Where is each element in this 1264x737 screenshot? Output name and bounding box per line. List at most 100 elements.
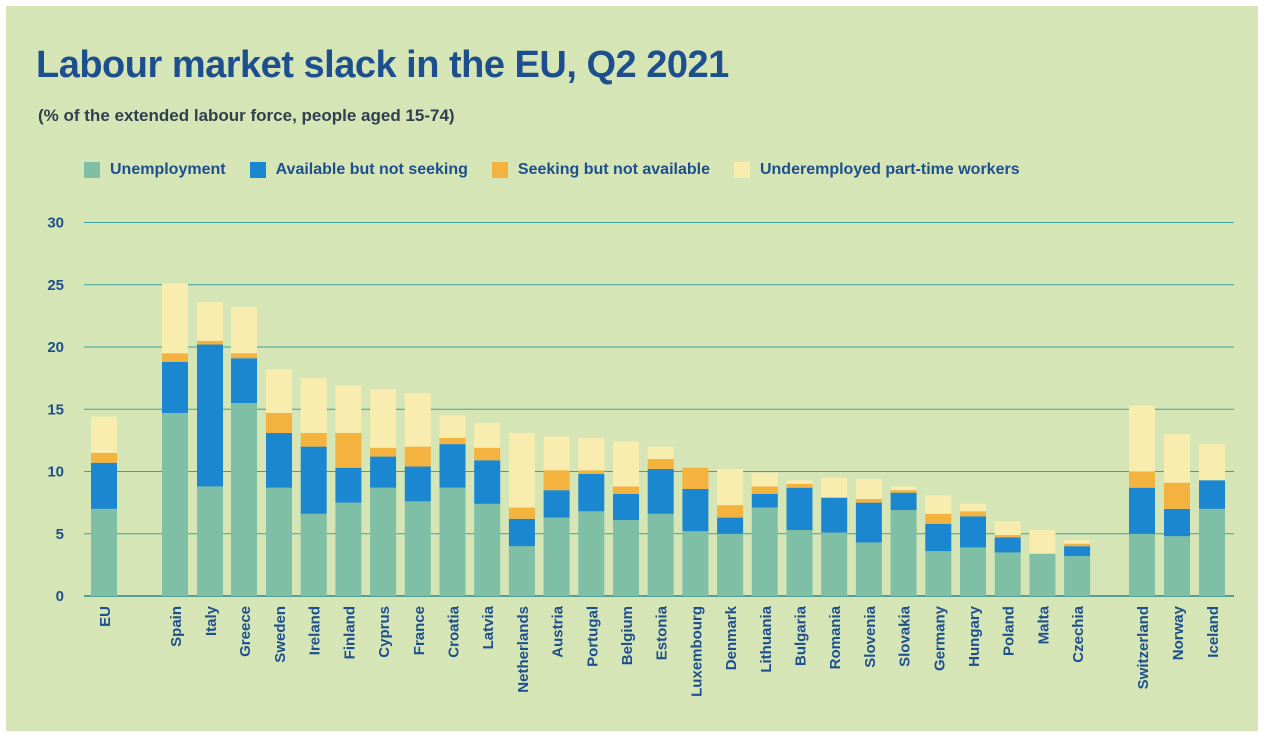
bar-segment-austria-0 [543,517,570,596]
bar-segment-iceland-1 [1199,480,1225,509]
legend-item-0: Unemployment [84,161,226,179]
bar-segment-iceland-3 [1199,444,1225,481]
bar-segment-ireland-0 [300,513,327,596]
x-tick-label: Cyprus [376,606,393,658]
bar-segment-poland-2 [994,534,1021,538]
bar-segment-romania-0 [821,532,848,596]
bar-segment-norway-3 [1164,434,1190,483]
bar-segment-slovenia-1 [855,502,882,543]
bar-segment-spain-3 [162,283,188,354]
bar-segment-italy-1 [197,344,223,487]
bar-segment-lithuania-2 [751,486,778,494]
bar-segment-germany-3 [925,495,952,514]
bar-segment-netherlands-0 [508,546,535,596]
bar-segment-denmark-1 [717,517,744,534]
bar-segment-portugal-1 [578,473,605,512]
bar-segment-netherlands-2 [508,507,535,519]
x-tick-label: Germany [931,605,948,671]
x-tick-label: Ireland [307,606,324,655]
bar-segment-greece-0 [231,403,257,596]
bar-segment-slovakia-3 [890,486,917,491]
bar-segment-luxembourg-2 [682,467,709,489]
bar-segment-poland-0 [994,552,1021,596]
bar-segment-hungary-1 [960,516,986,548]
bar-segment-france-2 [404,446,431,467]
x-tick-label: Italy [203,605,220,636]
bar-segment-portugal-3 [578,437,605,471]
bar-segment-germany-2 [925,513,952,524]
bar-segment-luxembourg-0 [682,531,709,596]
bar-segment-latvia-2 [474,447,501,461]
x-tick-label: Estonia [654,605,671,660]
bar-segment-sweden-2 [266,412,292,433]
x-tick-label: Austria [550,605,567,657]
legend: Unemployment Available but not seeking See… [84,159,1044,181]
x-tick-label: Latvia [480,605,497,649]
legend-label: Underemployed part-time workers [759,161,1020,178]
y-tick-label: 25 [47,277,64,294]
bar-segment-croatia-3 [439,415,466,438]
y-tick-label: 5 [56,526,64,543]
y-tick-label: 0 [56,588,64,605]
bar-segment-bulgaria-2 [786,483,813,488]
bar-segment-cyprus-1 [370,456,397,488]
y-tick-label: 10 [47,464,64,481]
legend-swatch [733,162,750,178]
bar-segment-iceland-0 [1199,508,1225,596]
bar-segment-estonia-1 [647,469,674,514]
x-tick-label: Slovenia [862,605,879,667]
bar-segment-spain-1 [162,361,188,413]
bar-segment-italy-0 [197,486,223,596]
bar-segment-finland-2 [335,432,362,468]
legend-swatch [84,162,100,178]
bar-segment-eu-3 [91,416,117,453]
bar-segment-slovakia-0 [890,510,917,596]
bar-segment-lithuania-1 [751,493,778,508]
bar-segment-eu-0 [91,508,117,596]
y-tick-label: 30 [47,215,64,232]
bar-segment-norway-2 [1164,482,1190,509]
bar-segment-romania-1 [821,497,848,533]
bar-segment-spain-2 [162,353,188,362]
bar-segment-hungary-2 [960,511,986,517]
bar-segment-austria-2 [543,470,570,491]
bar-segment-latvia-1 [474,460,501,504]
bar-segment-estonia-0 [647,513,674,596]
bar-segment-france-0 [404,501,431,596]
legend-swatch [249,162,266,178]
bar-segment-austria-1 [543,490,570,518]
y-tick-label: 20 [47,339,64,356]
x-tick-label: Romania [827,605,844,669]
bar-segment-belgium-0 [613,520,639,596]
y-tick-label: 15 [47,401,64,418]
bar-segment-sweden-0 [266,487,292,596]
bar-segment-portugal-0 [578,511,605,596]
legend-swatch [491,162,508,178]
bar-segment-bulgaria-0 [786,530,813,596]
bar-segment-denmark-2 [717,505,744,518]
x-tick-label: Belgium [619,606,636,665]
bar-segment-norway-1 [1164,508,1190,537]
bar-segment-belgium-1 [613,493,639,521]
bar-segment-greece-3 [231,307,257,354]
x-tick-label: Denmark [723,605,740,670]
bar-segment-switzerland-0 [1129,533,1155,596]
bar-segment-czechia-2 [1064,543,1091,547]
bar-segment-slovenia-2 [855,498,882,503]
bar-segment-finland-0 [335,502,362,596]
bar-segment-malta-0 [1029,553,1056,596]
x-tick-label: Lithuania [758,605,775,672]
bar-segment-poland-1 [994,537,1021,553]
x-tick-label: Luxembourg [688,606,705,697]
bar-segment-latvia-3 [474,422,501,448]
bar-segment-ireland-2 [300,432,327,447]
bar-segment-romania-3 [821,477,848,498]
bar-segment-finland-3 [335,385,362,433]
bar-segment-hungary-0 [960,547,986,596]
bar-segment-belgium-3 [613,441,639,487]
chart-subtitle: (% of the extended labour force, people … [38,106,455,125]
legend-item-2: Seeking but not available [491,161,710,179]
bar-segment-greece-2 [231,353,257,359]
legend-label: Unemployment [110,161,226,178]
bar-segment-eu-1 [91,462,117,509]
